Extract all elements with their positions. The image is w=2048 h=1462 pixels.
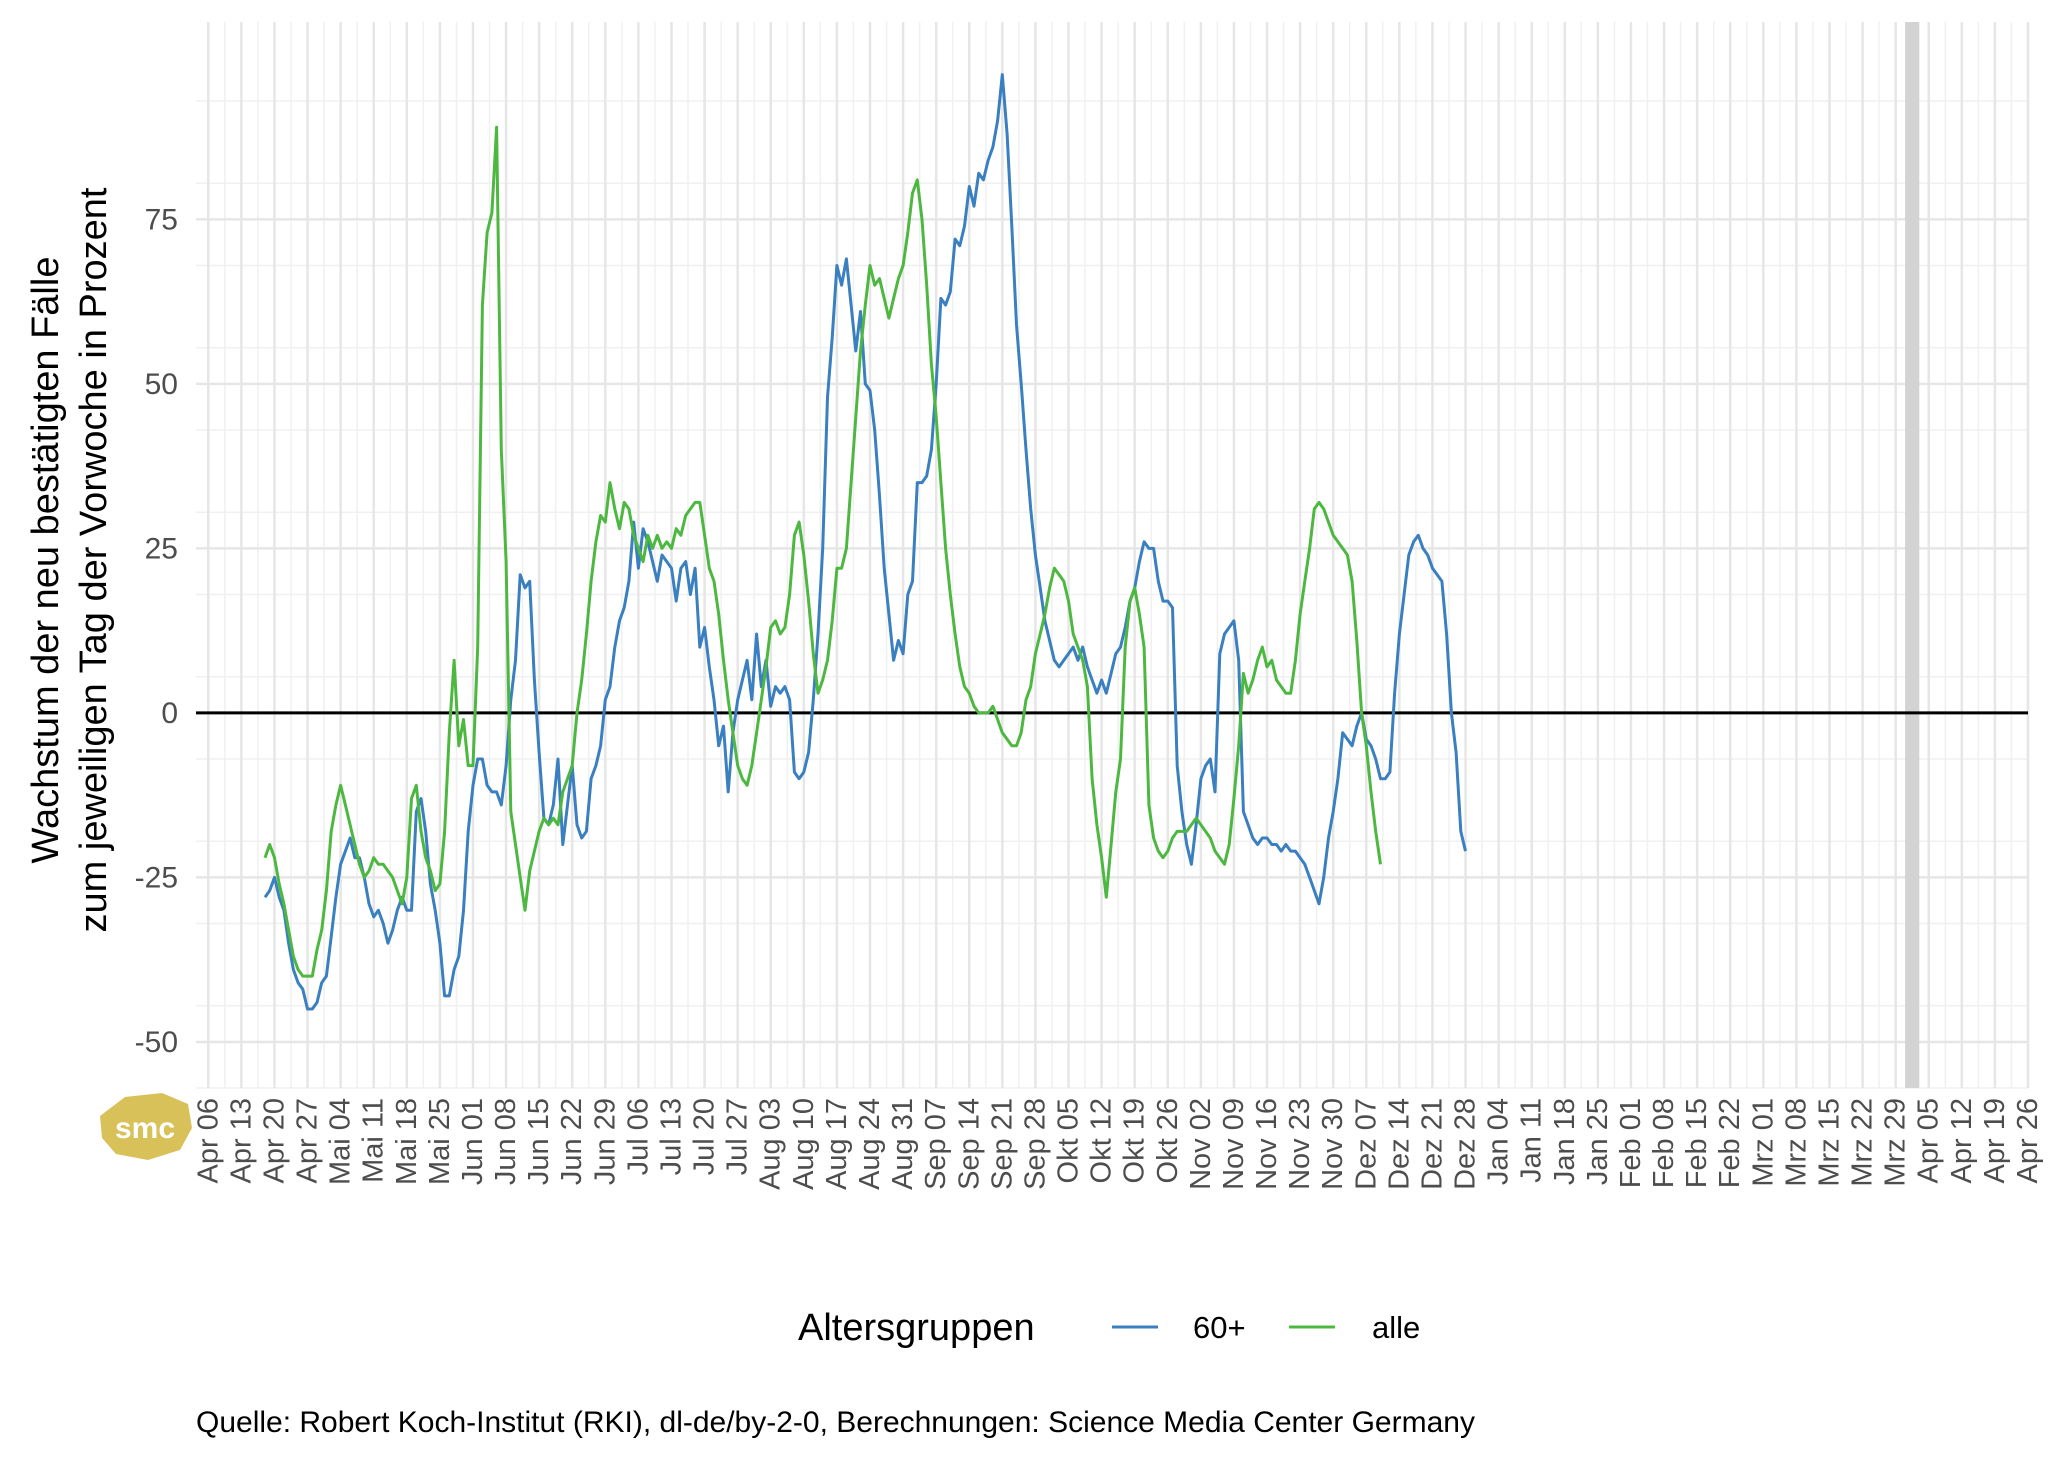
x-tick-label: Dez 28 [1450,1098,1482,1190]
y-tick-label: -50 [135,1026,178,1059]
x-tick-label: Dez 14 [1383,1098,1415,1190]
x-tick-label: Jan 25 [1582,1098,1614,1185]
x-tick-label: Jun 08 [490,1098,522,1185]
x-tick-label: Aug 10 [788,1098,820,1190]
legend-label-60plus: 60+ [1193,1310,1246,1345]
grid-major [196,22,2030,1088]
x-tick-label: Jul 13 [655,1098,687,1175]
x-tick-label: Mrz 01 [1747,1098,1779,1187]
x-tick-label: Apr 06 [192,1098,224,1183]
y-tick-label: 75 [145,203,178,236]
x-tick-label: Feb 22 [1714,1098,1746,1188]
series-line-60plus [263,73,1467,1011]
x-tick-label: Jun 29 [589,1098,621,1185]
x-tick-label: Jul 27 [722,1098,754,1175]
x-tick-label: Okt 12 [1086,1098,1118,1183]
x-tick-label: Nov 16 [1251,1098,1283,1190]
x-tick-label: Dez 07 [1350,1098,1382,1190]
x-tick-label: Jun 01 [457,1098,489,1185]
y-axis-tick-labels: -50 -25 0 25 50 75 [135,203,178,1059]
x-tick-label: Aug 31 [887,1098,919,1190]
x-tick-label: Jan 04 [1483,1098,1515,1185]
legend: Altersgruppen 60+ alle [798,1307,1420,1349]
x-tick-label: Jun 15 [523,1098,555,1185]
x-tick-label: Mai 25 [424,1098,456,1185]
x-tick-label: Mrz 22 [1847,1098,1879,1187]
x-tick-label: Nov 02 [1185,1098,1217,1190]
x-tick-label: Mrz 29 [1880,1098,1912,1187]
smc-logo-text: smc [115,1112,175,1145]
shaded-region [1905,22,1920,1088]
x-tick-label: Jul 06 [622,1098,654,1175]
y-tick-label: -25 [135,861,178,894]
x-tick-label: Nov 30 [1317,1098,1349,1190]
x-tick-label: Feb 15 [1681,1098,1713,1188]
x-tick-label: Okt 19 [1119,1098,1151,1183]
x-tick-label: Aug 17 [821,1098,853,1190]
x-tick-label: Apr 19 [1979,1098,2011,1183]
x-tick-label: Nov 23 [1284,1098,1316,1190]
x-axis-tick-labels: Apr 06 Apr 13 Apr 20 Apr 27 Mai 04 Mai 11 Mai … [192,1098,2044,1190]
y-tick-label: 25 [145,532,178,565]
x-tick-label: Jul 20 [689,1098,721,1175]
x-tick-label: Apr 12 [1946,1098,1978,1183]
x-tick-label: Mrz 15 [1813,1098,1845,1187]
x-tick-label: Jan 11 [1516,1098,1548,1183]
x-tick-label: Jan 18 [1549,1098,1581,1185]
series-lines [263,73,1467,1011]
x-tick-label: Sep 21 [986,1098,1018,1190]
x-tick-label: Dez 21 [1416,1098,1448,1190]
x-tick-label: Sep 28 [1019,1098,1051,1190]
x-tick-label: Jun 22 [556,1098,588,1185]
x-tick-label: Apr 26 [2012,1098,2044,1183]
x-tick-label: Mai 04 [325,1098,357,1185]
x-tick-label: Mai 11 [358,1098,390,1183]
grid-minor [196,22,2028,1089]
x-tick-label: Okt 26 [1152,1098,1184,1183]
x-tick-label: Okt 05 [1053,1098,1085,1183]
x-tick-label: Apr 27 [292,1098,324,1183]
legend-title: Altersgruppen [798,1307,1035,1349]
x-tick-label: Feb 01 [1615,1098,1647,1188]
y-tick-label: 0 [161,697,178,730]
plot-area [196,22,2030,1089]
series-line-alle [263,125,1382,978]
x-tick-label: Sep 14 [953,1098,985,1190]
x-tick-label: Feb 08 [1648,1098,1680,1188]
x-tick-label: Sep 07 [920,1098,952,1190]
source-caption: Quelle: Robert Koch-Institut (RKI), dl-d… [196,1406,1475,1439]
x-tick-label: Apr 05 [1913,1098,1945,1183]
x-tick-label: Apr 20 [258,1098,290,1183]
smc-logo: smc [100,1093,192,1160]
x-tick-label: Aug 24 [854,1098,886,1190]
x-tick-label: Aug 03 [755,1098,787,1190]
x-tick-label: Mai 18 [391,1098,423,1185]
y-axis-label-line-2: zum jeweiligen Tag der Vorwoche in Proze… [73,187,115,932]
x-tick-label: Apr 13 [225,1098,257,1183]
x-tick-label: Nov 09 [1218,1098,1250,1190]
y-axis-label-line-1: Wachstum der neu bestätigten Fälle [25,257,67,864]
x-tick-label: Mrz 08 [1780,1098,1812,1187]
legend-label-alle: alle [1372,1310,1420,1345]
y-tick-label: 50 [145,368,178,401]
